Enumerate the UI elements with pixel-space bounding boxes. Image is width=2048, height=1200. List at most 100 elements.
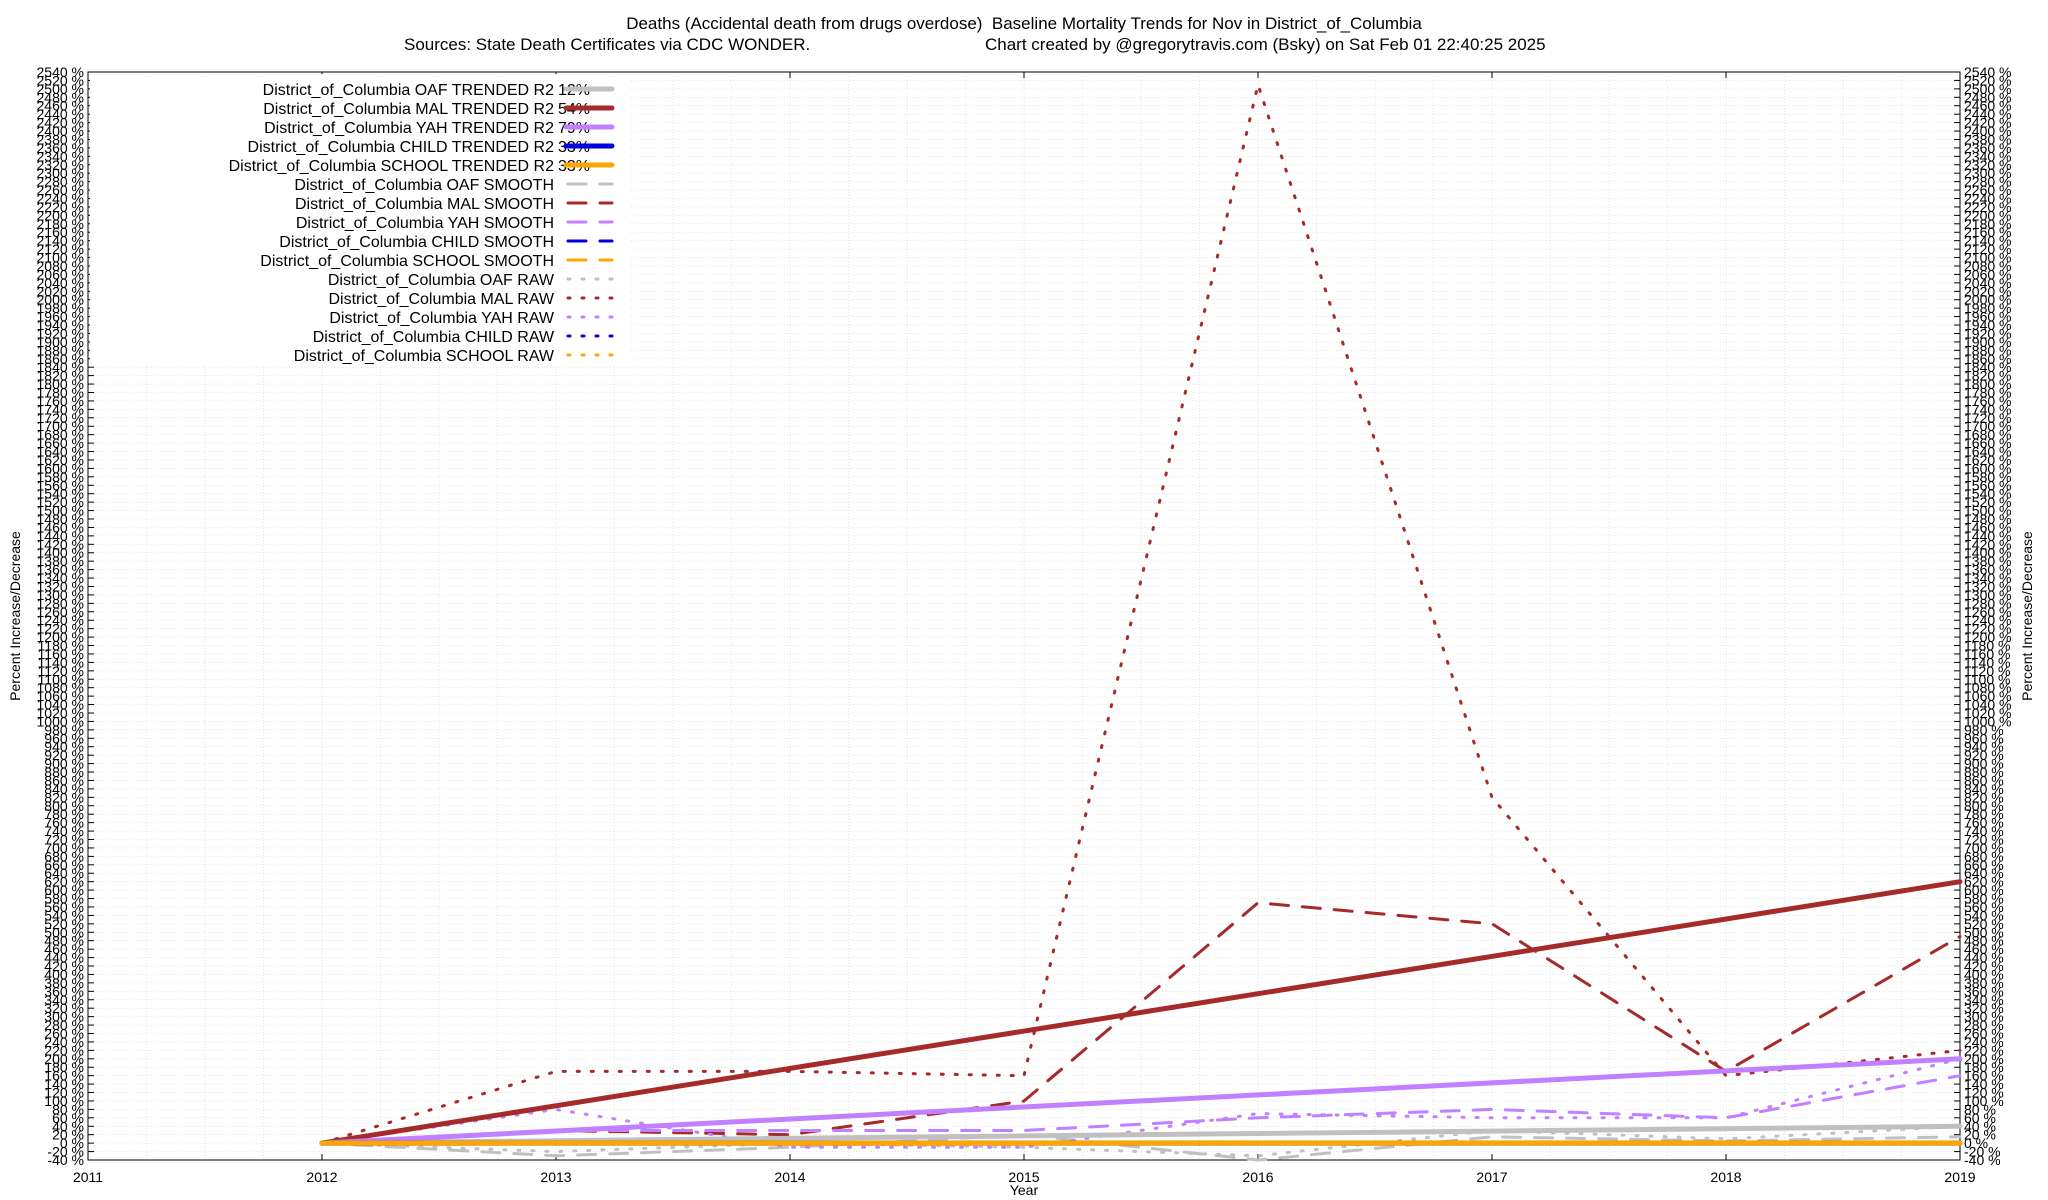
y-tick-label-right: 2500 % [1964, 81, 2011, 97]
y-tick-label-left: 2300 % [37, 165, 84, 181]
y-tick-label-left: 360 % [44, 983, 84, 999]
y-tick-label-left: 1500 % [37, 503, 84, 519]
y-tick-label-right: 480 % [1964, 933, 2004, 949]
y-tick-label-left: 240 % [44, 1034, 84, 1050]
y-tick-label-right: 740 % [1964, 823, 2004, 839]
y-tick-label-left: 1940 % [37, 317, 84, 333]
y-tick-label-right: 2360 % [1964, 140, 2011, 156]
y-tick-label-right: 260 % [1964, 1025, 2004, 1041]
y-tick-label-right: 1080 % [1964, 680, 2011, 696]
y-tick-label-right: 2520 % [1964, 72, 2011, 88]
legend-label: District_of_Columbia OAF TRENDED R2 [263, 82, 554, 99]
chart-title: Deaths (Accidental death from drugs over… [626, 14, 1422, 33]
x-tick-label: 2011 [73, 1169, 103, 1185]
y-tick-label-right: 2080 % [1964, 258, 2011, 274]
y-tick-label-right: 620 % [1964, 874, 2004, 890]
y-tick-label-right: 860 % [1964, 772, 2004, 788]
y-tick-label-right: 2340 % [1964, 148, 2011, 164]
y-tick-label-right: 1460 % [1964, 519, 2011, 535]
y-tick-label-right: 1380 % [1964, 553, 2011, 569]
legend-label: District_of_Columbia SCHOOL SMOOTH [260, 253, 554, 270]
y-tick-label-left: 880 % [44, 764, 84, 780]
y-tick-label-left: 2080 % [37, 258, 84, 274]
y-tick-label-right: 520 % [1964, 916, 2004, 932]
x-tick-label: 2012 [306, 1169, 337, 1185]
y-tick-label-left: 1820 % [37, 368, 84, 384]
y-tick-label-left: 480 % [44, 933, 84, 949]
y-tick-label-right: 500 % [1964, 924, 2004, 940]
y-tick-label-left: 2140 % [37, 233, 84, 249]
y-tick-label-right: 2480 % [1964, 89, 2011, 105]
y-tick-label-right: 2240 % [1964, 191, 2011, 207]
y-tick-label-left: 1780 % [37, 384, 84, 400]
x-tick-label: 2019 [1944, 1169, 1975, 1185]
y-tick-label-left: 1060 % [37, 688, 84, 704]
y-tick-label-right: 1480 % [1964, 511, 2011, 527]
y-tick-label-right: 580 % [1964, 891, 2004, 907]
y-tick-label-right: 1180 % [1964, 638, 2010, 654]
y-tick-label-right: 1340 % [1964, 570, 2011, 586]
y-tick-label-right: 1400 % [1964, 545, 2011, 561]
y-tick-label-left: 640 % [44, 865, 84, 881]
y-tick-label-left: 1660 % [37, 435, 84, 451]
y-tick-label-left: 660 % [44, 857, 84, 873]
y-tick-label-right: 1800 % [1964, 376, 2011, 392]
x-ticks: 2011 2012 2013 2014 2015 2016 2017 2018 2019 [73, 72, 1976, 1185]
y-tick-label-right: 140 % [1964, 1076, 2004, 1092]
y-tick-label-left: 2460 % [37, 98, 84, 114]
y-tick-label-right: 2320 % [1964, 157, 2011, 173]
y-tick-label-left: 2100 % [37, 250, 84, 266]
y-tick-label-right: 720 % [1964, 832, 2004, 848]
y-tick-label-left: 140 % [44, 1076, 84, 1092]
y-tick-label-right: 820 % [1964, 789, 2004, 805]
y-tick-label-left: 2520 % [37, 72, 84, 88]
legend-label: District_of_Columbia OAF SMOOTH [294, 177, 554, 194]
y-tick-label-left: 300 % [44, 1009, 84, 1025]
y-tick-label-left: 1580 % [37, 469, 84, 485]
y-tick-label-right: 2280 % [1964, 174, 2011, 190]
y-tick-label-right: 800 % [1964, 798, 2004, 814]
y-tick-label-right: 940 % [1964, 739, 2004, 755]
y-axis-title-right: Percent Increase/Decrease [2019, 531, 2035, 701]
y-tick-label-left: 2260 % [37, 182, 84, 198]
x-tick-label: 2014 [774, 1169, 805, 1185]
y-tick-label-left: 1280 % [37, 595, 84, 611]
y-tick-label-right: 420 % [1964, 958, 2004, 974]
y-tick-label-left: 420 % [44, 958, 84, 974]
series-line-1 [319, 879, 1963, 1146]
y-tick-label-left: 2540 % [37, 64, 84, 80]
y-tick-label-left: 1420 % [37, 536, 84, 552]
y-tick-label-right: 2200 % [1964, 207, 2011, 223]
y-tick-label-right: 80 % [1964, 1101, 1996, 1117]
y-tick-label-left: 1340 % [37, 570, 84, 586]
y-tick-label-right: 320 % [1964, 1000, 2004, 1016]
y-tick-label-left: 1680 % [37, 427, 84, 443]
y-tick-label-left: 2180 % [37, 216, 84, 232]
y-tick-label-right: 1140 % [1964, 654, 2010, 670]
series-line-12 [320, 1057, 1962, 1149]
y-tick-label-left: 720 % [44, 832, 84, 848]
x-tick-label: 2018 [1710, 1169, 1741, 1185]
y-tick-label-left: 2160 % [37, 224, 84, 240]
legend-label: District_of_Columbia SCHOOL TRENDED R2 [229, 158, 555, 175]
y-tick-label-left: 680 % [44, 848, 84, 864]
y-tick-label-left: 1040 % [37, 697, 84, 713]
y-tick-label-right: 1560 % [1964, 477, 2011, 493]
y-tick-label-right: 2160 % [1964, 224, 2011, 240]
y-tick-label-right: 1680 % [1964, 427, 2011, 443]
y-tick-label-left: 1160 % [38, 646, 84, 662]
y-tick-label-right: 640 % [1964, 865, 2004, 881]
y-tick-label-left: 460 % [44, 941, 84, 957]
y-tick-label-right: 440 % [1964, 950, 2004, 966]
chart-subtitle-credit: Chart created by @gregorytravis.com (Bsk… [985, 35, 1546, 54]
y-tick-label-left: 620 % [44, 874, 84, 890]
y-tick-label-right: 2380 % [1964, 131, 2011, 147]
y-tick-label-left: 200 % [44, 1051, 84, 1067]
x-tick-label: 2017 [1476, 1169, 1507, 1185]
y-tick-label-right: 60 % [1964, 1110, 1996, 1126]
y-tick-label-left: 840 % [44, 781, 84, 797]
y-tick-label-left: 580 % [44, 891, 84, 907]
y-tick-label-left: 1520 % [37, 494, 84, 510]
y-tick-label-left: 900 % [44, 756, 84, 772]
y-tick-label-left: 780 % [44, 806, 84, 822]
